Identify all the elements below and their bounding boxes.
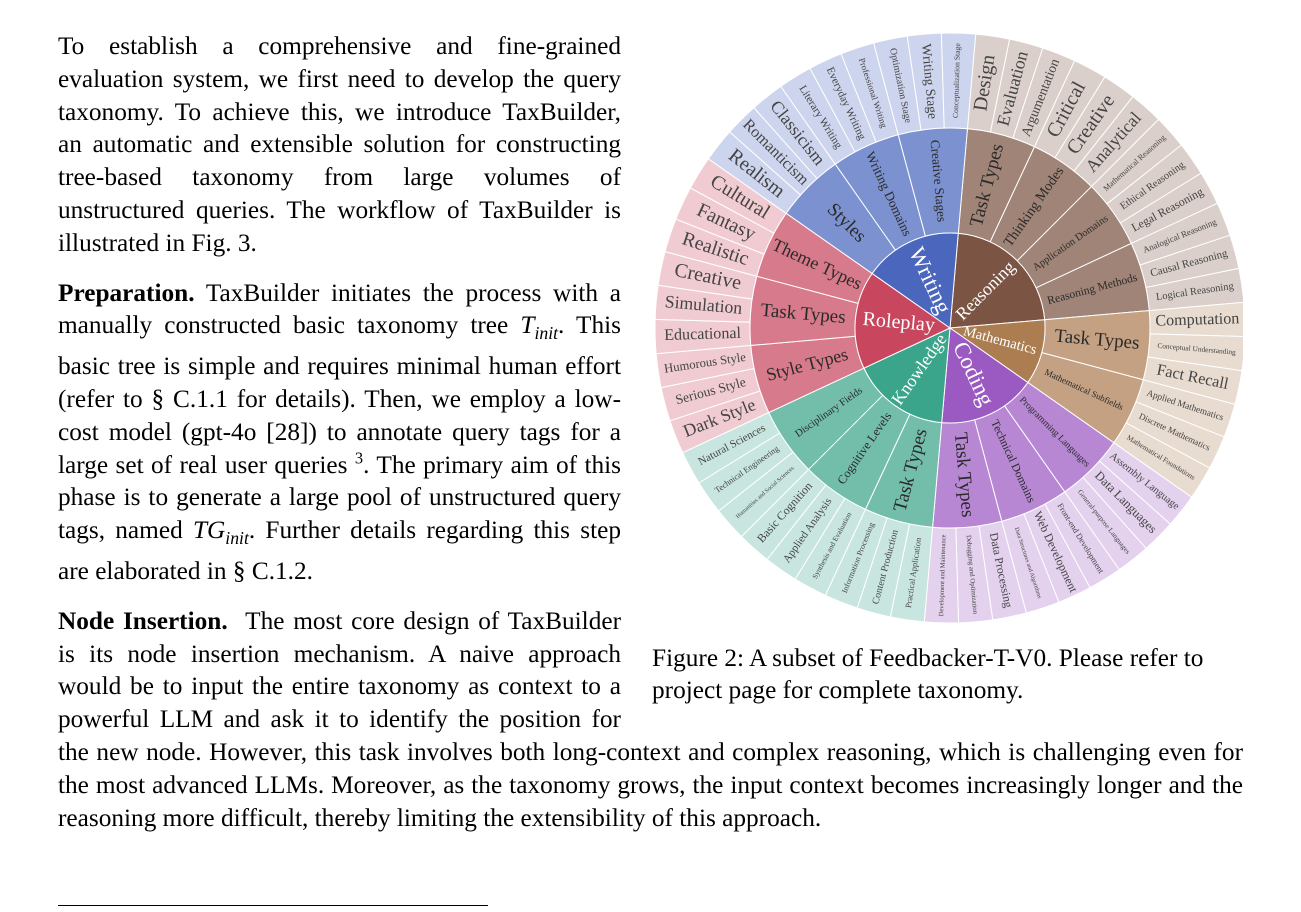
math-sub: init: [534, 323, 559, 344]
text: . This basic tree is simple and requires…: [58, 311, 621, 479]
math: Tinit: [520, 311, 558, 343]
text: . The primary aim of this phase is to ge…: [58, 450, 621, 545]
footnote-ref: 3: [354, 448, 364, 468]
segment-label: Creative Stages: [928, 139, 950, 222]
figure: Design Evaluation Argumentation Task Types C…: [643, 30, 1243, 735]
center-segment: [949, 232, 1046, 329]
segment-label: Educational: [664, 325, 742, 344]
heading: Node Insertion.: [58, 606, 228, 635]
heading: Preparation.: [58, 278, 195, 307]
text: . Further details regarding this step ar…: [58, 516, 621, 586]
segment-label: Development and Maintenance: [938, 534, 947, 616]
paragraph: Preparation. TaxBuilder initiates the pr…: [58, 277, 1243, 588]
center-segment: [863, 327, 951, 424]
center-segment: [854, 272, 951, 369]
text-column: Design Evaluation Argumentation Task Types C…: [58, 30, 1243, 851]
footnote-rule: [58, 905, 488, 906]
segment-label: Computation: [1155, 310, 1239, 329]
text: TaxBuilder initiates the process with a …: [58, 278, 621, 340]
math-sub: init: [225, 528, 249, 549]
math-base: TG: [192, 516, 226, 545]
center-segment: [941, 327, 1029, 424]
text: To establish a comprehensive and fine-gr…: [58, 32, 621, 257]
caption: Figure 2: A subset of Feedbacker-T-V0. P…: [652, 644, 1204, 704]
center-segment: [948, 319, 1046, 384]
paragraph: Node Insertion. The most core design of …: [58, 605, 1243, 835]
math: TGinit: [192, 516, 249, 548]
math-base: T: [520, 311, 535, 340]
paragraph: To establish a comprehensive and fine-gr…: [58, 30, 1243, 260]
segment-label: Writing Stage: [919, 43, 941, 119]
text: The most core design of TaxBuilder is it…: [58, 606, 1243, 832]
center-segment: [871, 232, 959, 329]
segment-label: Conceptualization Stage: [951, 42, 962, 118]
